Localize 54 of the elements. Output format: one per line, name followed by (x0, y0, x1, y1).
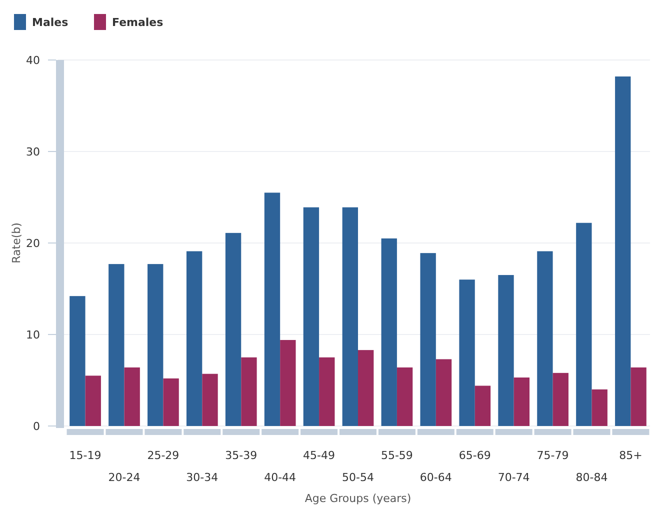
bar (342, 207, 358, 426)
x-tick-label: 25-29 (147, 449, 180, 462)
y-axis-title: Rate(b) (10, 222, 23, 264)
x-tick-label: 60-64 (420, 471, 452, 484)
x-tick-label: 65-69 (458, 449, 491, 462)
x-axis-title: Age Groups (years) (304, 492, 412, 505)
x-tick-label: 40-44 (264, 471, 296, 484)
bar (319, 357, 335, 426)
x-tick-label: 70-74 (498, 471, 530, 484)
y-tick-label: 0 (33, 420, 40, 433)
bar (396, 367, 413, 426)
bar (70, 296, 86, 426)
x-tick-label: 35-39 (225, 449, 258, 462)
y-tick-label: 30 (26, 145, 40, 158)
x-tick-label: 30-34 (186, 471, 218, 484)
x-tick-label: 20-24 (108, 471, 140, 484)
legend-label: Males (32, 16, 69, 29)
bar (358, 350, 374, 426)
bar (592, 389, 608, 426)
bar (85, 376, 101, 426)
y-tick-label: 10 (26, 328, 40, 342)
bar (552, 372, 568, 426)
x-tick-label: 75-79 (536, 449, 569, 462)
x-tick-label: 45-49 (303, 449, 336, 462)
bar (514, 378, 530, 426)
x-tick-label: 50-54 (342, 471, 374, 484)
y-tick-label: 40 (26, 54, 40, 67)
bar (280, 340, 296, 426)
bar (420, 253, 436, 426)
bar (264, 192, 280, 426)
bar (163, 378, 179, 426)
bar (241, 357, 257, 426)
bar (381, 238, 397, 426)
bar (108, 264, 124, 426)
x-tick-label: 85+ (619, 449, 642, 462)
bar (186, 251, 202, 426)
x-tick-label: 80-84 (576, 471, 608, 484)
y-tick-label: 20 (26, 236, 40, 250)
bar (630, 367, 646, 426)
bar (459, 280, 475, 426)
bar (576, 222, 592, 426)
bar (124, 367, 140, 426)
bar (148, 264, 164, 426)
bar (537, 251, 553, 426)
legend-label: Females (112, 16, 164, 29)
x-tick-label: 15-19 (69, 449, 102, 462)
bar (303, 207, 320, 426)
bar (615, 76, 631, 426)
bar (436, 359, 452, 426)
bar (225, 232, 242, 426)
bar (474, 386, 491, 426)
bar (202, 374, 218, 426)
bar (498, 275, 514, 426)
x-tick-label: 55-59 (380, 449, 413, 462)
